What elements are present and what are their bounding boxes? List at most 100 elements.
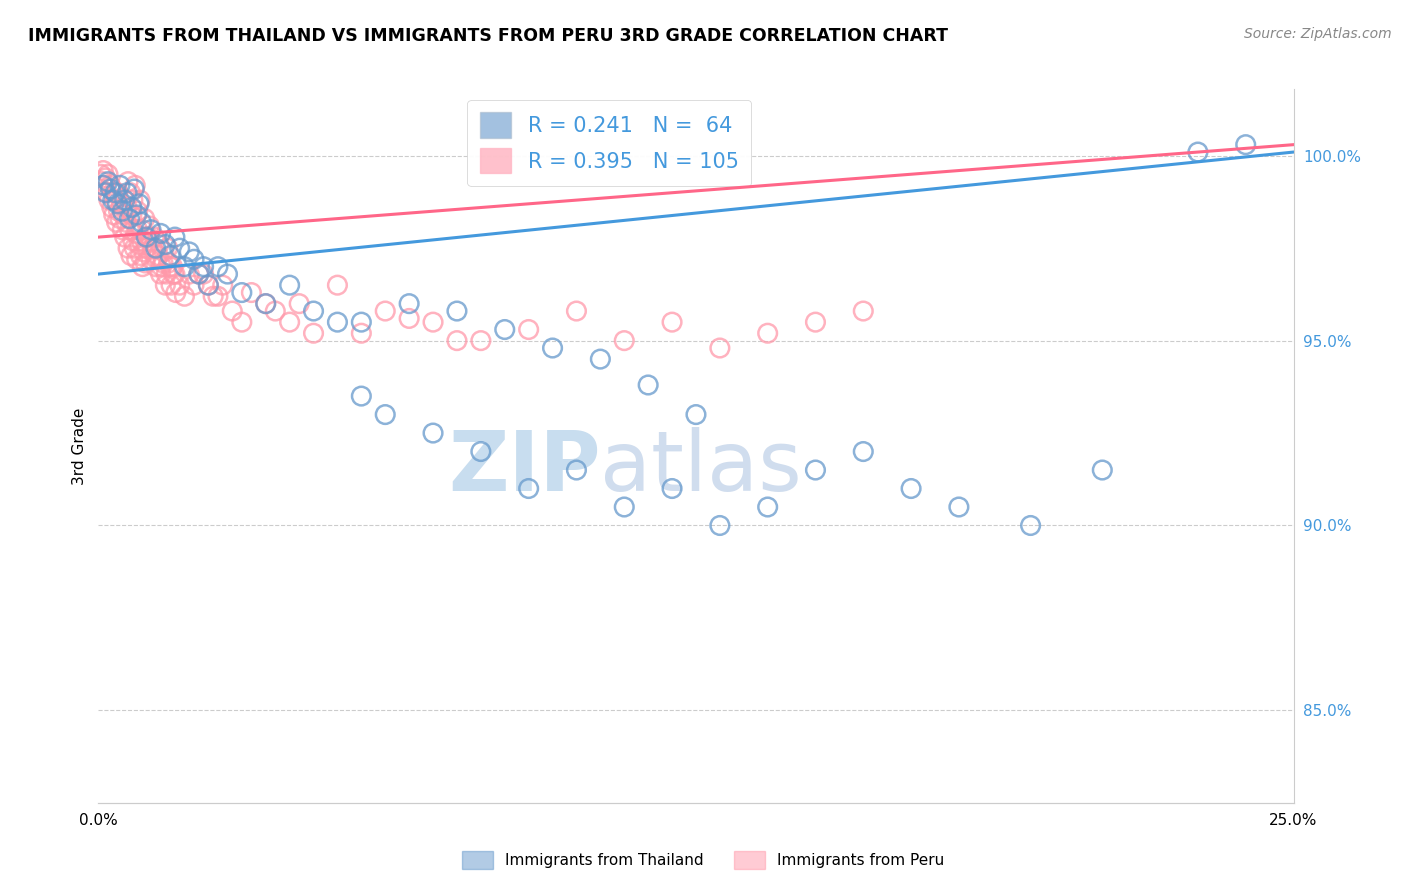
Point [97, 167, 120, 181]
Point [114, 193, 136, 207]
Point [398, 296, 420, 310]
Point [141, 241, 163, 255]
Point [398, 311, 420, 326]
Point [150, 260, 173, 274]
Point [193, 260, 215, 274]
Point [350, 326, 373, 341]
Point [613, 334, 636, 348]
Point [134, 211, 156, 226]
Point [187, 267, 209, 281]
Point [145, 252, 167, 267]
Point [131, 260, 153, 274]
Point [124, 178, 146, 193]
Point [494, 322, 516, 336]
Point [125, 252, 148, 267]
Point [183, 252, 205, 267]
Point [187, 267, 209, 281]
Point [135, 241, 157, 255]
Y-axis label: 3rd Grade: 3rd Grade [72, 408, 87, 484]
Point [97, 175, 120, 189]
Point [231, 285, 253, 300]
Point [852, 444, 875, 458]
Point [104, 186, 127, 200]
Point [145, 260, 167, 274]
Point [948, 500, 970, 514]
Point [197, 278, 219, 293]
Point [124, 241, 146, 255]
Point [254, 296, 277, 310]
Point [1234, 137, 1257, 152]
Point [709, 518, 731, 533]
Point [148, 237, 170, 252]
Point [148, 249, 170, 263]
Point [94, 186, 117, 200]
Point [112, 208, 135, 222]
Point [91, 163, 114, 178]
Point [91, 175, 114, 189]
Point [179, 267, 201, 281]
Point [149, 227, 172, 241]
Point [374, 304, 396, 318]
Point [288, 296, 311, 310]
Point [326, 315, 349, 329]
Point [91, 178, 114, 193]
Point [157, 256, 180, 270]
Point [134, 256, 156, 270]
Point [131, 234, 153, 248]
Legend: Immigrants from Thailand, Immigrants from Peru: Immigrants from Thailand, Immigrants fro… [456, 845, 950, 875]
Point [661, 315, 683, 329]
Point [136, 230, 159, 244]
Point [254, 296, 277, 310]
Point [121, 193, 143, 207]
Point [117, 175, 139, 189]
Point [152, 256, 174, 270]
Point [135, 230, 157, 244]
Point [94, 170, 117, 185]
Point [90, 167, 112, 181]
Point [104, 193, 127, 207]
Point [179, 244, 201, 259]
Point [131, 215, 153, 229]
Point [149, 267, 172, 281]
Point [165, 285, 187, 300]
Point [207, 289, 229, 303]
Point [162, 267, 184, 281]
Point [153, 244, 176, 259]
Point [302, 326, 325, 341]
Point [589, 352, 612, 367]
Point [115, 186, 138, 200]
Point [613, 500, 636, 514]
Point [111, 223, 134, 237]
Point [173, 260, 195, 274]
Point [163, 267, 186, 281]
Text: atlas: atlas [600, 427, 801, 508]
Point [120, 186, 142, 200]
Point [302, 304, 325, 318]
Legend: R = 0.241   N =  64, R = 0.395   N = 105: R = 0.241 N = 64, R = 0.395 N = 105 [467, 100, 751, 186]
Point [1091, 463, 1114, 477]
Point [107, 196, 129, 211]
Point [139, 252, 162, 267]
Point [350, 315, 373, 329]
Point [129, 249, 152, 263]
Point [541, 341, 564, 355]
Point [155, 237, 177, 252]
Point [138, 230, 160, 244]
Point [422, 425, 444, 440]
Point [470, 334, 492, 348]
Text: Source: ZipAtlas.com: Source: ZipAtlas.com [1244, 27, 1392, 41]
Point [517, 322, 540, 336]
Point [173, 289, 195, 303]
Point [105, 215, 128, 229]
Point [637, 378, 659, 392]
Point [111, 204, 134, 219]
Point [125, 227, 148, 241]
Point [118, 211, 141, 226]
Point [155, 267, 177, 281]
Point [221, 304, 243, 318]
Point [446, 334, 468, 348]
Point [1187, 145, 1209, 159]
Point [326, 278, 349, 293]
Point [101, 201, 124, 215]
Point [139, 223, 162, 237]
